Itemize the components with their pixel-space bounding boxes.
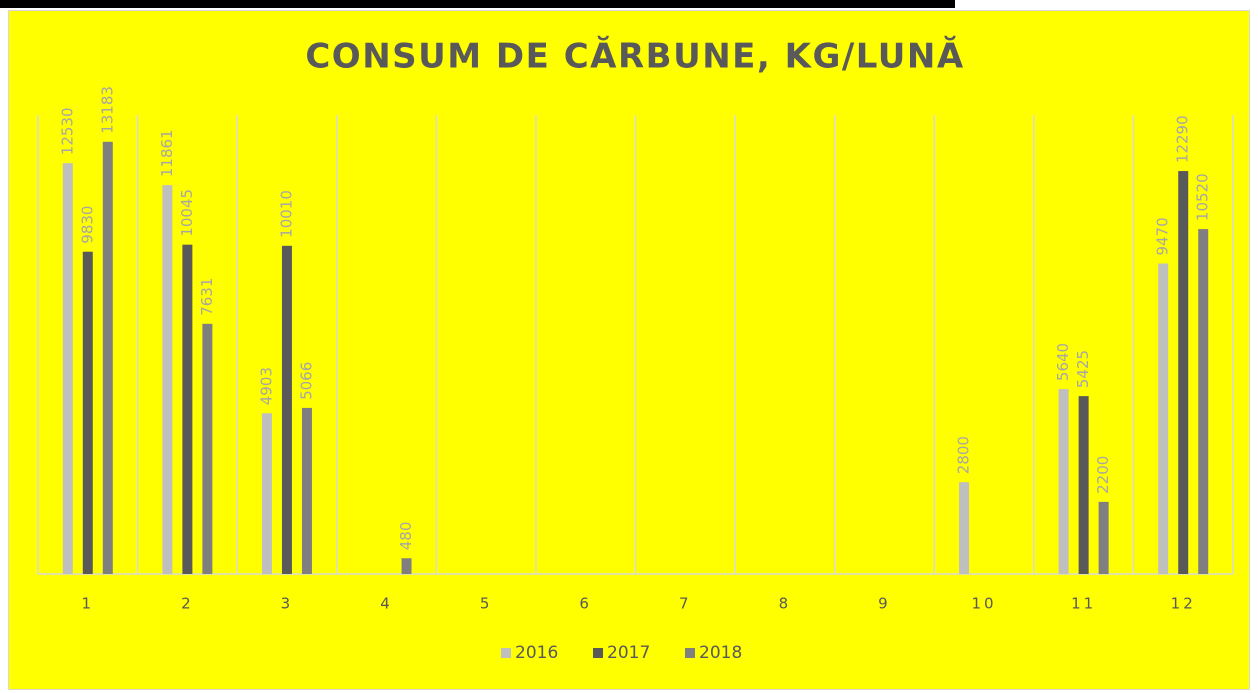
data-label: 5640 xyxy=(1054,343,1072,381)
data-label: 5066 xyxy=(297,362,315,400)
x-tick-label: 7 xyxy=(679,595,692,613)
chart-area xyxy=(8,10,1250,690)
x-tick-label: 9 xyxy=(878,595,891,613)
data-label: 10045 xyxy=(178,189,196,237)
bar xyxy=(401,558,412,574)
x-tick-label: 12 xyxy=(1171,595,1196,613)
bar xyxy=(162,185,173,574)
x-tick-label: 2 xyxy=(181,595,194,613)
bar xyxy=(1078,396,1089,574)
x-tick-label: 5 xyxy=(480,595,493,613)
data-label: 11861 xyxy=(158,129,176,177)
data-label: 12530 xyxy=(58,107,76,155)
data-label: 10520 xyxy=(1194,173,1212,221)
bar xyxy=(182,244,193,575)
bar xyxy=(261,413,272,574)
x-tick-label: 4 xyxy=(380,595,393,613)
bar xyxy=(1158,263,1169,574)
bar xyxy=(1098,501,1109,574)
bar xyxy=(202,323,213,574)
x-tick-label: 11 xyxy=(1071,595,1096,613)
x-tick-label: 1 xyxy=(82,595,95,613)
bar xyxy=(62,163,73,574)
legend-swatch xyxy=(593,648,603,658)
top-bar xyxy=(0,0,955,8)
data-label: 10010 xyxy=(277,190,295,238)
data-label: 5425 xyxy=(1074,350,1092,388)
legend-label: 2018 xyxy=(699,643,742,663)
x-tick-label: 6 xyxy=(579,595,592,613)
data-label: 9470 xyxy=(1154,217,1172,255)
bar xyxy=(281,245,292,574)
x-tick-label: 3 xyxy=(281,595,294,613)
data-label: 4903 xyxy=(257,367,275,405)
data-label: 2200 xyxy=(1094,456,1112,494)
bar xyxy=(1058,389,1069,574)
legend-swatch xyxy=(501,648,511,658)
bar xyxy=(102,141,113,574)
bar xyxy=(301,407,312,574)
data-label: 12290 xyxy=(1174,115,1192,163)
data-label: 9830 xyxy=(78,206,96,244)
bar xyxy=(959,482,970,574)
x-tick-label: 10 xyxy=(971,595,996,613)
legend-label: 2017 xyxy=(607,643,650,663)
x-tick-label: 8 xyxy=(779,595,792,613)
legend-label: 2016 xyxy=(515,643,558,663)
data-label: 2800 xyxy=(955,436,973,474)
data-label: 7631 xyxy=(198,278,216,316)
legend-swatch xyxy=(685,648,695,658)
data-label: 13183 xyxy=(98,86,116,134)
bar xyxy=(1178,171,1189,574)
data-label: 480 xyxy=(397,522,415,551)
bar xyxy=(82,251,93,574)
bar xyxy=(1198,229,1209,574)
chart-title: CONSUM DE CĂRBUNE, KG/LUNĂ xyxy=(305,36,964,77)
